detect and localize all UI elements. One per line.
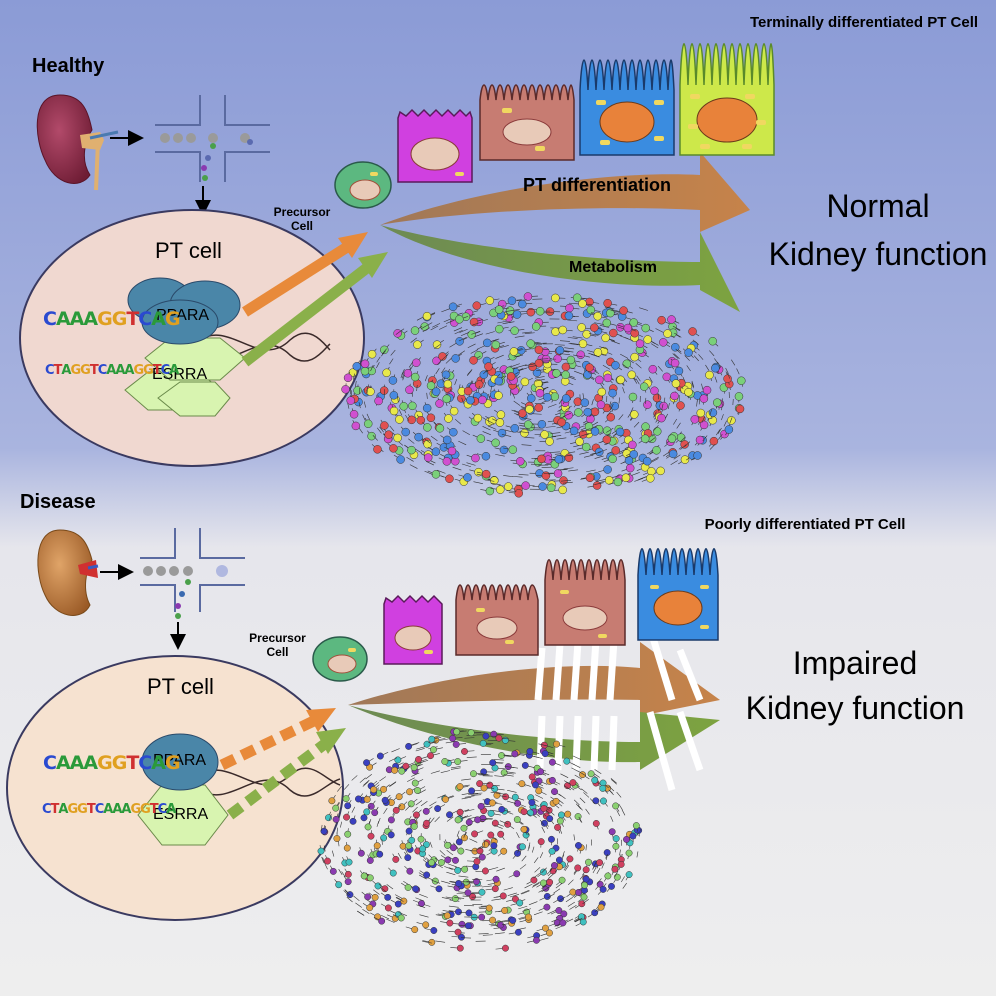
healthy-metabolism-label: Metabolism <box>569 259 658 276</box>
disease-ppara-motif-text: CAAAGGTCAG <box>43 752 181 774</box>
disease-kidney-icon <box>37 529 99 616</box>
disease-ppara-protein <box>141 733 219 791</box>
healthy-esrra-motif-text: CTAGGTCAAAGGTCA <box>45 363 179 378</box>
healthy-metab-arrow <box>380 225 740 312</box>
disease-precursor-cell <box>312 636 368 682</box>
disease-precursor-label: Precursor Cell <box>249 631 306 659</box>
healthy-outcome-line1: Normal <box>826 188 930 224</box>
healthy-tubule-icon <box>155 95 270 182</box>
healthy-dna-strand-1 <box>199 332 331 351</box>
healthy-tubule-dots <box>160 133 253 181</box>
healthy-velocity-scatter <box>341 292 746 498</box>
healthy-arrow-to-diff <box>242 232 368 317</box>
disease-diff-arrow <box>348 642 720 716</box>
healthy-esrra-motif: CTAGGTCAAAGGTCA <box>45 363 179 378</box>
disease-dna-strand-2 <box>199 778 341 797</box>
disease-panel <box>6 528 720 952</box>
healthy-diff-arrow <box>380 152 750 232</box>
disease-cell-stage-2 <box>455 584 539 656</box>
disease-esrra-motif: CTAGGTCAAAGGTCA <box>42 802 176 817</box>
healthy-kidney-icon <box>36 94 119 191</box>
healthy-panel <box>19 43 775 498</box>
disease-esrra-motif-text: CTAGGTCAAAGGTCA <box>42 802 176 817</box>
disease-tubule-dots <box>143 565 228 619</box>
disease-cell-poorly-differentiated <box>637 548 719 641</box>
disease-metab-arrow <box>348 705 720 770</box>
healthy-cell-stage-2 <box>479 84 575 161</box>
disease-outcome-line1: Impaired <box>792 645 918 681</box>
healthy-esrra-label: ESRRA <box>152 366 208 383</box>
healthy-ppara-motif-text: CAAAGGTCAG <box>43 308 181 330</box>
disease-dashed-arrow-metab <box>226 728 346 820</box>
disease-cell-stage-3 <box>544 559 626 646</box>
disease-cell-stage-1 <box>383 594 443 665</box>
disease-outcome-line2: Kidney function <box>745 690 965 726</box>
healthy-esrra-protein <box>124 337 246 417</box>
disease-velocity-scatter <box>317 728 643 952</box>
healthy-cell-stage-3 <box>579 59 675 156</box>
healthy-ppara-label: PPARA <box>156 307 210 324</box>
disease-poor-label: Poorly differentiated PT Cell <box>704 516 906 533</box>
healthy-ppara-motif: CAAAGGTCAG <box>43 308 181 330</box>
healthy-heading: Healthy <box>32 55 105 77</box>
disease-dashed-arrow-diff <box>219 708 336 770</box>
healthy-precursor-cell <box>334 161 392 209</box>
healthy-cell-stage-1 <box>397 108 473 183</box>
healthy-precursor-label: Precursor Cell <box>273 205 331 233</box>
disease-heading: Disease <box>20 491 96 513</box>
disease-esrra-label: ESRRA <box>153 806 209 823</box>
disease-ppara-motif: CAAAGGTCAG <box>43 752 181 774</box>
healthy-ppara-protein <box>127 277 241 345</box>
healthy-pt-differentiation-label: PT differentiation <box>523 175 671 195</box>
disease-ppara-label: PPARA <box>153 752 207 769</box>
disease-tubule-icon <box>140 528 245 612</box>
healthy-cell-terminal <box>679 43 775 156</box>
healthy-outcome-line2: Kidney function <box>768 236 988 272</box>
healthy-arrow-to-metab <box>241 252 388 367</box>
healthy-pt-cell-label: PT cell <box>155 238 222 263</box>
disease-pt-cell-label: PT cell <box>147 674 214 699</box>
healthy-terminal-label: Terminally differentiated PT Cell <box>749 14 979 31</box>
